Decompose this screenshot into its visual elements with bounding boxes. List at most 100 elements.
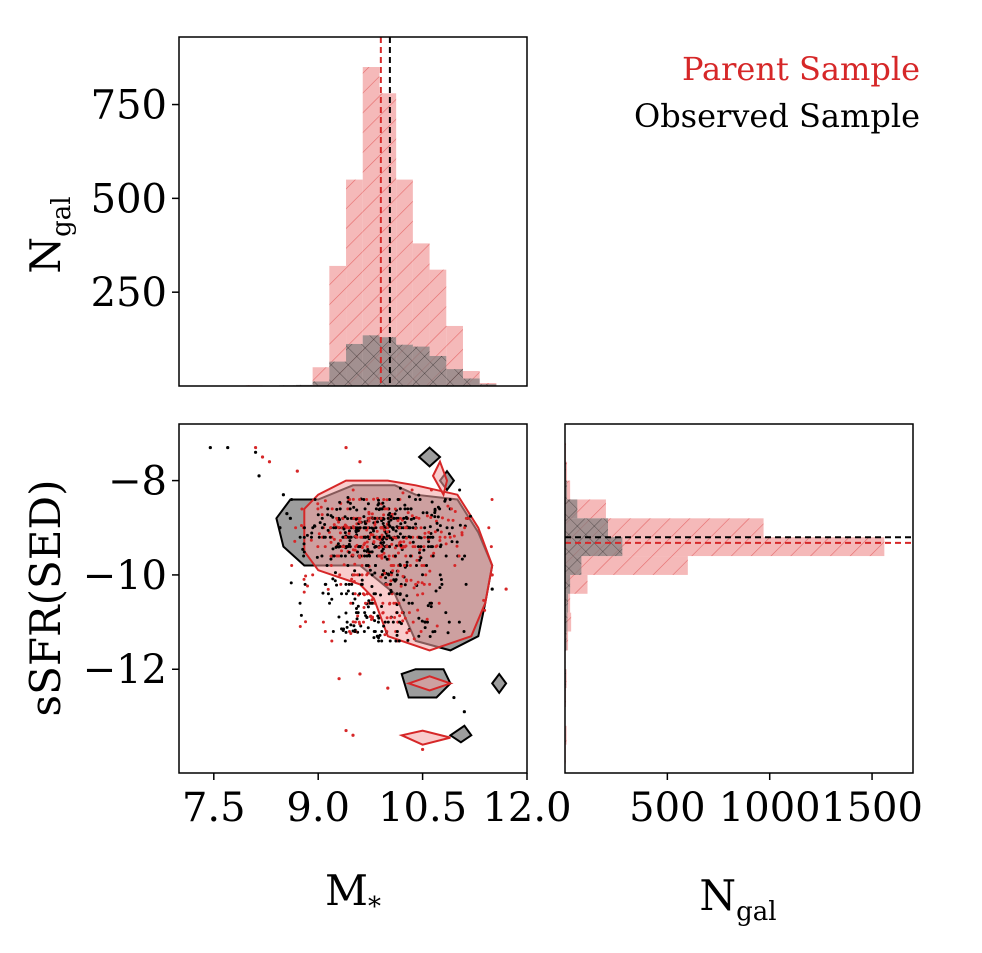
parent-point [356, 614, 360, 618]
parent-point [388, 601, 392, 605]
parent-point [404, 554, 408, 558]
observed-point [429, 545, 433, 549]
observed-point [409, 507, 413, 511]
observed-point [414, 563, 418, 567]
observed-hbar-group [565, 556, 582, 575]
parent-point [337, 677, 341, 681]
observed-bar-group [479, 384, 497, 386]
observed-hbar-crosshatch [565, 556, 582, 575]
observed-point [426, 604, 430, 608]
observed-point [325, 563, 329, 567]
parent-point [446, 518, 450, 522]
observed-point [326, 592, 330, 596]
observed-point [426, 535, 430, 539]
parent-point [302, 577, 306, 581]
observed-point [422, 548, 426, 552]
observed-point [354, 607, 358, 611]
observed-point [452, 695, 456, 700]
parent-point [378, 538, 382, 542]
observed-point [371, 527, 375, 531]
scatter-points [208, 445, 508, 752]
observed-point [356, 529, 360, 533]
observed-point [379, 593, 383, 597]
parent-point [433, 530, 437, 534]
parent-point [467, 516, 471, 520]
observed-point [397, 639, 401, 643]
observed-point [363, 554, 367, 558]
observed-point [372, 636, 376, 640]
observed-hbar-crosshatch [565, 480, 568, 500]
observed-point [367, 553, 371, 557]
parent-point [414, 515, 418, 519]
observed-point [438, 524, 442, 528]
parent-point [330, 639, 334, 643]
observed-point [356, 611, 360, 615]
observed-point [377, 636, 381, 640]
observed-point [326, 513, 330, 517]
parent-point [369, 516, 373, 520]
observed-point [346, 563, 350, 567]
right-x-tick-label: 1000 [719, 785, 821, 831]
parent-point [329, 554, 333, 558]
parent-point [355, 573, 359, 577]
observed-point [433, 507, 437, 511]
parent-point [319, 505, 323, 509]
parent-point [409, 578, 413, 582]
observed-point [353, 569, 357, 573]
parent-point [363, 601, 367, 605]
parent-point [424, 573, 428, 577]
parent-point [414, 526, 418, 530]
observed-point [347, 550, 351, 554]
observed-point [351, 601, 355, 605]
observed-point [396, 497, 400, 501]
observed-point [288, 516, 292, 520]
observed-point [394, 529, 398, 533]
observed-point [443, 499, 447, 503]
parent-point [348, 497, 352, 501]
parent-point [352, 526, 356, 530]
observed-point [342, 527, 346, 531]
parent-point [483, 608, 487, 612]
parent-point [358, 622, 362, 626]
observed-point [417, 551, 421, 555]
parent-point [449, 507, 453, 511]
observed-point [398, 592, 402, 596]
observed-point [408, 526, 412, 530]
parent-hbar-hatch [565, 518, 764, 538]
parent-point [438, 535, 442, 539]
parent-point [351, 553, 355, 557]
parent-point [385, 498, 389, 502]
parent-point [399, 584, 403, 588]
parent-point [402, 540, 406, 544]
observed-point [326, 528, 330, 532]
observed-point [398, 563, 402, 567]
observed-bar-group [346, 343, 363, 386]
observed-point [423, 620, 427, 624]
observed-point [367, 599, 371, 603]
observed-point [457, 620, 461, 624]
parent-point [365, 540, 369, 544]
parent-point [338, 573, 342, 577]
parent-point [354, 545, 358, 549]
scatter-y-tick-label: −10 [83, 553, 167, 599]
observed-point [376, 503, 380, 507]
observed-bar-crosshatch [479, 384, 497, 386]
observed-point [370, 550, 374, 554]
parent-point [326, 587, 330, 591]
parent-point [453, 509, 457, 513]
observed-point [421, 511, 425, 515]
parent-point [393, 546, 397, 550]
parent-point [366, 516, 370, 520]
observed-point [320, 554, 324, 558]
observed-point [339, 554, 343, 558]
observed-point [406, 507, 410, 511]
observed-bar-group [429, 355, 447, 386]
observed-point [398, 532, 402, 536]
observed-point [368, 568, 372, 572]
parent-point [361, 620, 365, 624]
observed-point [376, 620, 380, 624]
observed-point [393, 554, 397, 558]
observed-point [423, 526, 427, 530]
observed-bar-crosshatch [462, 378, 480, 386]
observed-point [343, 531, 347, 535]
